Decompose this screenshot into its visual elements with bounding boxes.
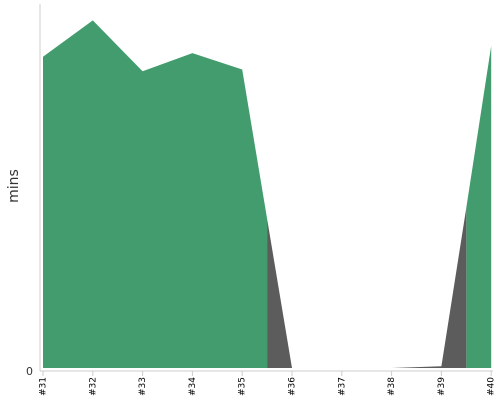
x-tick-label: #38 [387, 377, 397, 396]
x-tick-label: #32 [88, 377, 98, 396]
x-tick-label: #37 [337, 377, 347, 396]
y-axis-label: mins [6, 169, 22, 203]
x-tick-label: #34 [188, 377, 198, 396]
x-tick-label: #31 [39, 377, 49, 396]
x-tick-label: #36 [288, 377, 298, 396]
area-series-1 [267, 207, 467, 368]
x-tick-label: #35 [238, 377, 248, 396]
x-ticks-layer: #31 #32 #33 #34 #35 #36 #37 #38 #39 #40 [39, 371, 497, 396]
areas-layer [43, 20, 492, 369]
x-tick-label: #39 [437, 377, 447, 396]
area-series-0 [43, 20, 492, 369]
y-tick-label-zero: 0 [26, 365, 33, 378]
x-tick-label: #40 [487, 377, 497, 396]
x-tick-label: #33 [138, 377, 148, 396]
